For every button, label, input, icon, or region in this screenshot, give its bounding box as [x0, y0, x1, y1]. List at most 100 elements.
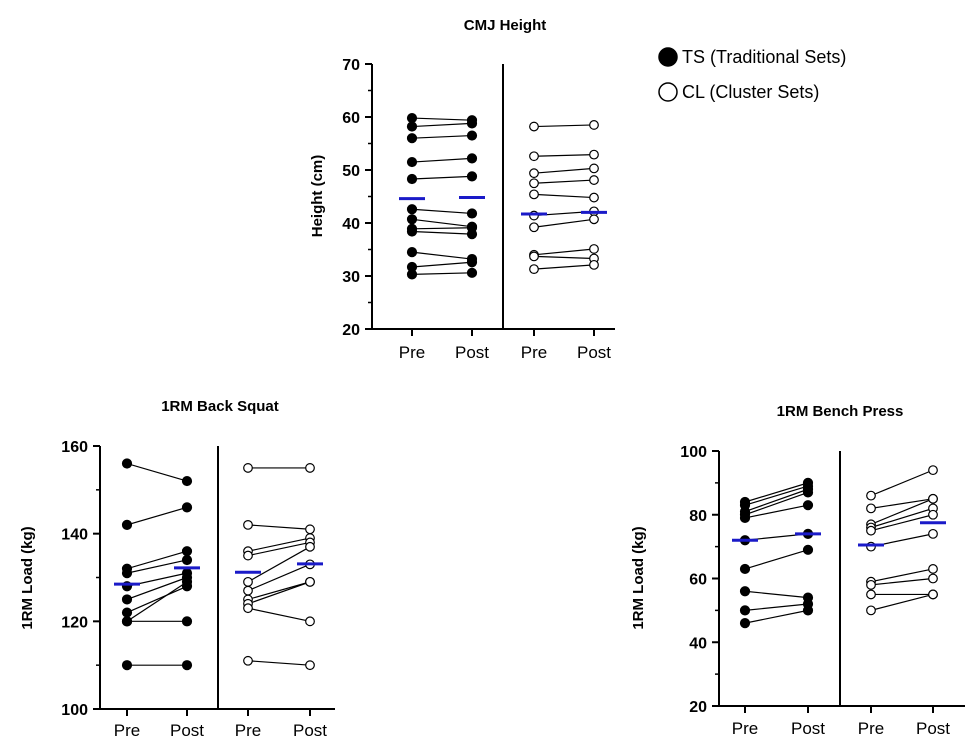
data-point	[305, 524, 315, 535]
y-tick-label: 160	[61, 439, 88, 456]
y-tick-label: 40	[689, 635, 707, 652]
data-point	[181, 546, 193, 557]
data-point	[802, 605, 814, 616]
pair-line	[126, 581, 188, 622]
data-point	[739, 563, 751, 575]
data-point	[928, 465, 938, 476]
y-tick-label: 20	[342, 322, 360, 339]
data-point	[406, 156, 418, 168]
data-point	[406, 112, 418, 124]
y-axis-label: 1RM Load (kg)	[630, 526, 647, 629]
pair-line	[411, 175, 473, 180]
data-point	[181, 502, 193, 513]
data-point	[181, 576, 193, 587]
data-point	[466, 130, 478, 141]
x-tick-label: Post	[455, 343, 489, 362]
data-point	[406, 121, 418, 132]
y-tick-label: 60	[689, 572, 707, 589]
chart-title: 1RM Bench Press	[777, 403, 904, 420]
pair-line	[411, 208, 473, 215]
y-tick-label: 30	[342, 269, 360, 286]
pair-line	[533, 179, 595, 184]
data-point	[305, 541, 315, 552]
chart-0: CMJ Height Height (cm) 20 30 40 50 60 70 Pre Post…	[309, 17, 615, 362]
pair-line	[411, 117, 473, 121]
y-tick-label: 40	[342, 216, 360, 233]
data-point	[466, 171, 478, 182]
pair-line	[126, 550, 188, 570]
y-axis-label: Height (cm)	[309, 155, 326, 238]
data-point	[466, 267, 478, 278]
pair-line	[411, 272, 473, 276]
pair-line	[247, 537, 311, 552]
legend-label-ts: TS (Traditional Sets)	[682, 47, 846, 67]
pair-line	[411, 227, 473, 230]
pair-line	[744, 504, 809, 519]
chart-2: 1RM Bench Press 1RM Load (kg) 20 40 60 80 100 P…	[630, 403, 965, 738]
pair-line	[126, 585, 188, 614]
data-point	[243, 655, 253, 666]
data-point	[529, 151, 539, 162]
pair-line	[744, 609, 809, 624]
data-point	[406, 269, 418, 280]
pair-line	[533, 154, 595, 157]
pair-line	[247, 546, 311, 583]
data-point	[589, 175, 599, 185]
data-point	[305, 576, 315, 587]
pair-line	[870, 498, 934, 525]
data-point	[928, 493, 938, 504]
data-point	[466, 257, 478, 268]
pair-line	[533, 193, 595, 199]
pair-line	[870, 593, 934, 611]
pair-line	[126, 576, 188, 600]
pair-line	[411, 134, 473, 139]
legend-label-cl: CL (Cluster Sets)	[682, 82, 819, 102]
charts-container: CMJ Height Height (cm) 20 30 40 50 60 70 Pre Post…	[19, 17, 965, 740]
pair-line	[533, 255, 595, 260]
data-point	[589, 149, 599, 160]
data-point	[121, 607, 133, 618]
data-point	[529, 251, 539, 262]
data-point	[121, 616, 133, 627]
data-point	[181, 616, 193, 627]
pair-line	[411, 122, 473, 128]
data-point	[406, 247, 418, 258]
data-point	[121, 458, 133, 469]
data-point	[928, 509, 938, 520]
data-point	[866, 605, 876, 616]
y-tick-label: 70	[342, 57, 360, 74]
pair-line	[870, 469, 934, 497]
y-tick-label: 60	[342, 110, 360, 127]
x-tick-label: Post	[170, 721, 204, 740]
data-point	[866, 589, 876, 600]
data-point	[589, 244, 599, 254]
pair-line	[247, 524, 311, 530]
data-point	[739, 618, 751, 629]
pair-line	[744, 549, 809, 570]
pair-line	[126, 559, 188, 574]
pair-line	[247, 660, 311, 666]
data-point	[406, 214, 418, 225]
data-point	[529, 189, 539, 200]
pair-line	[744, 491, 809, 516]
data-point	[243, 550, 253, 561]
data-point	[928, 573, 938, 584]
series-CL	[235, 463, 323, 671]
series-CL	[858, 465, 946, 616]
x-tick-label: Pre	[114, 721, 140, 740]
series-TS	[732, 477, 821, 629]
y-tick-label: 140	[61, 527, 88, 544]
series-CL	[521, 120, 607, 275]
pair-line	[247, 581, 311, 600]
pair-line	[744, 590, 809, 599]
data-point	[243, 603, 253, 614]
data-point	[181, 554, 193, 566]
data-point	[739, 512, 751, 524]
x-tick-label: Pre	[732, 719, 758, 738]
data-point	[243, 576, 253, 587]
data-point	[529, 222, 539, 233]
data-point	[121, 660, 133, 671]
x-tick-label: Post	[577, 343, 611, 362]
data-point	[406, 226, 418, 237]
data-point	[529, 178, 539, 189]
